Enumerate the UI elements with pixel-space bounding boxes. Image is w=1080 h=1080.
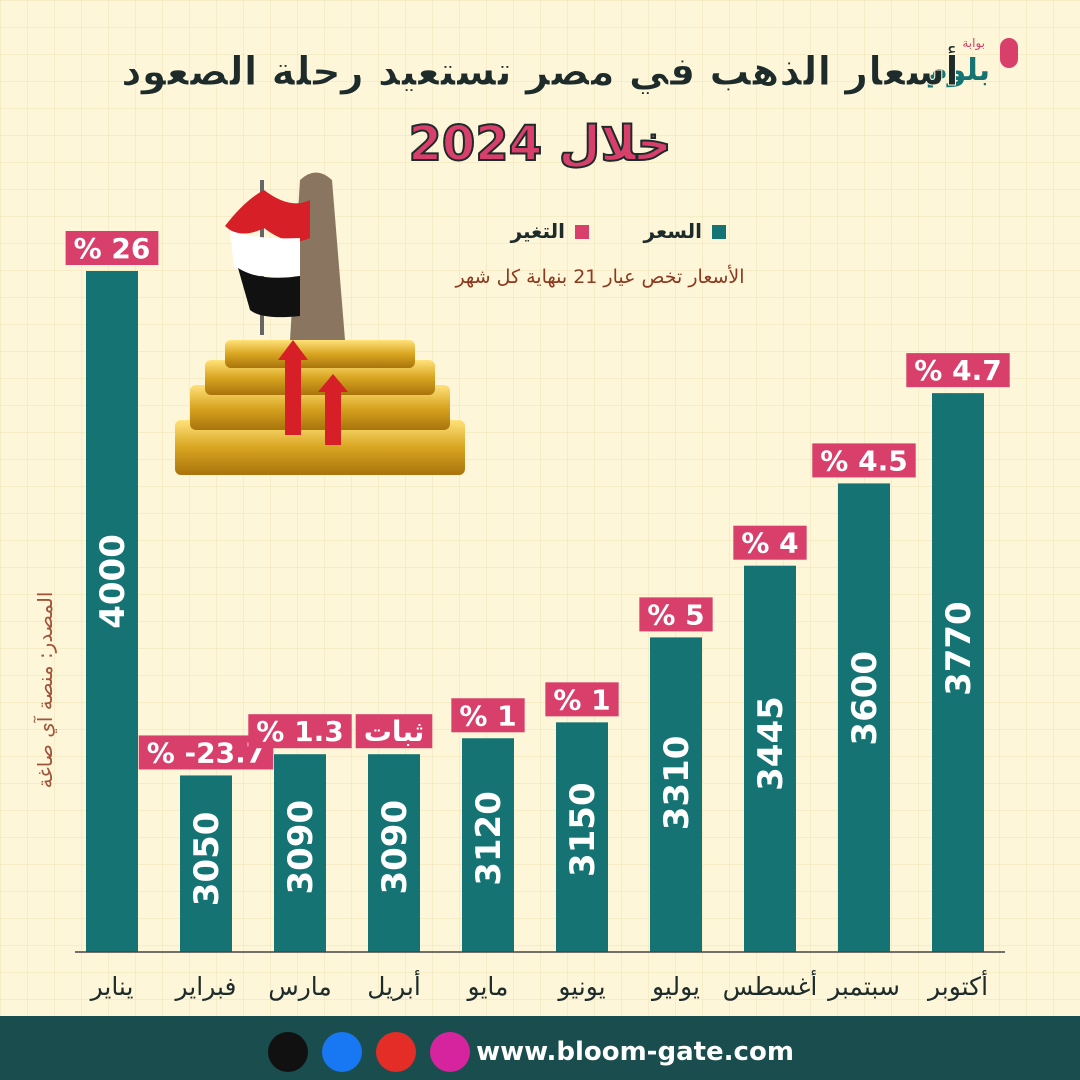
x-tick-label: فبراير [174,972,237,1001]
legend-label: السعر [643,219,702,243]
change-box [355,714,433,749]
logo: بلوم بوابة [926,36,1018,88]
x-tick-label: سبتمبر [826,972,900,1001]
change-label: % 26 [74,232,151,265]
bar-value-label: 3770 [939,601,979,696]
bar-value-label: 3090 [281,800,321,895]
bar [744,565,796,952]
bar [932,393,984,952]
bar [86,271,138,952]
x-tick-label: أبريل [367,969,421,1001]
change-label: % 4.7 [914,354,1001,387]
change-box [545,682,619,717]
bar [274,754,326,952]
bar-value-label: 3600 [845,651,885,746]
bar [838,483,890,952]
change-box [65,231,159,265]
x-tick-label: أغسطس [723,969,818,1001]
change-box [248,714,352,749]
bar-value-label: 3445 [751,696,791,791]
logo-tag: بوابة [962,36,985,51]
change-label: % 4 [741,527,798,560]
change-box [812,443,916,478]
x-tick-label: مايو [466,972,509,1001]
x-tick-label: يونيو [556,972,605,1001]
change-label: % 4.5 [820,444,907,477]
change-label: % -23.7 [147,736,266,769]
footer-band [0,1016,1080,1080]
bar-value-label: 4000 [93,534,133,629]
chart-title: أسعار الذهب في مصر تستعيد رحلة الصعود [121,45,959,95]
x-tick-label: مارس [268,972,332,1001]
change-label: % 1 [459,699,516,732]
bar [180,775,232,952]
change-label: % 5 [647,598,704,631]
plot: السعر التغير 4000 يناير % 26 3050 فبراير % -23.… [65,219,1010,1001]
bar-value-label: 3120 [469,791,509,886]
social-icons [268,1032,470,1072]
change-box [733,525,807,560]
legend-swatch [575,225,589,239]
bar-value-label: 3310 [657,736,697,831]
footer-url: www.bloom-gate.com [476,1037,794,1067]
bar-value-label: 3050 [187,812,227,907]
change-label: ثبات [364,715,425,748]
legend-label: التغير [510,219,565,243]
change-box [906,353,1010,388]
bar-value-label: 3150 [563,782,603,877]
change-box [451,698,525,733]
change-label: % 1.3 [256,715,343,748]
source: المصدر: منصة آي صاغة [32,592,58,789]
illustration [175,172,465,475]
bar [650,637,702,952]
logo-text: بلوم [926,53,990,88]
bar-value-label: 3090 [375,800,415,895]
change-label: % 1 [553,683,610,716]
chart-subtitle: خلال 2024 [409,116,672,172]
x-tick-label: يناير [89,972,134,1001]
bar [368,754,420,952]
x-tick-label: أكتوبر [926,969,988,1001]
legend-swatch [712,225,726,239]
bar [462,738,514,952]
x-tick-label: يوليو [650,972,700,1001]
change-box [639,597,713,632]
chart-note: الأسعار تخص عيار 21 بنهاية كل شهر [454,265,744,288]
bar [556,722,608,952]
